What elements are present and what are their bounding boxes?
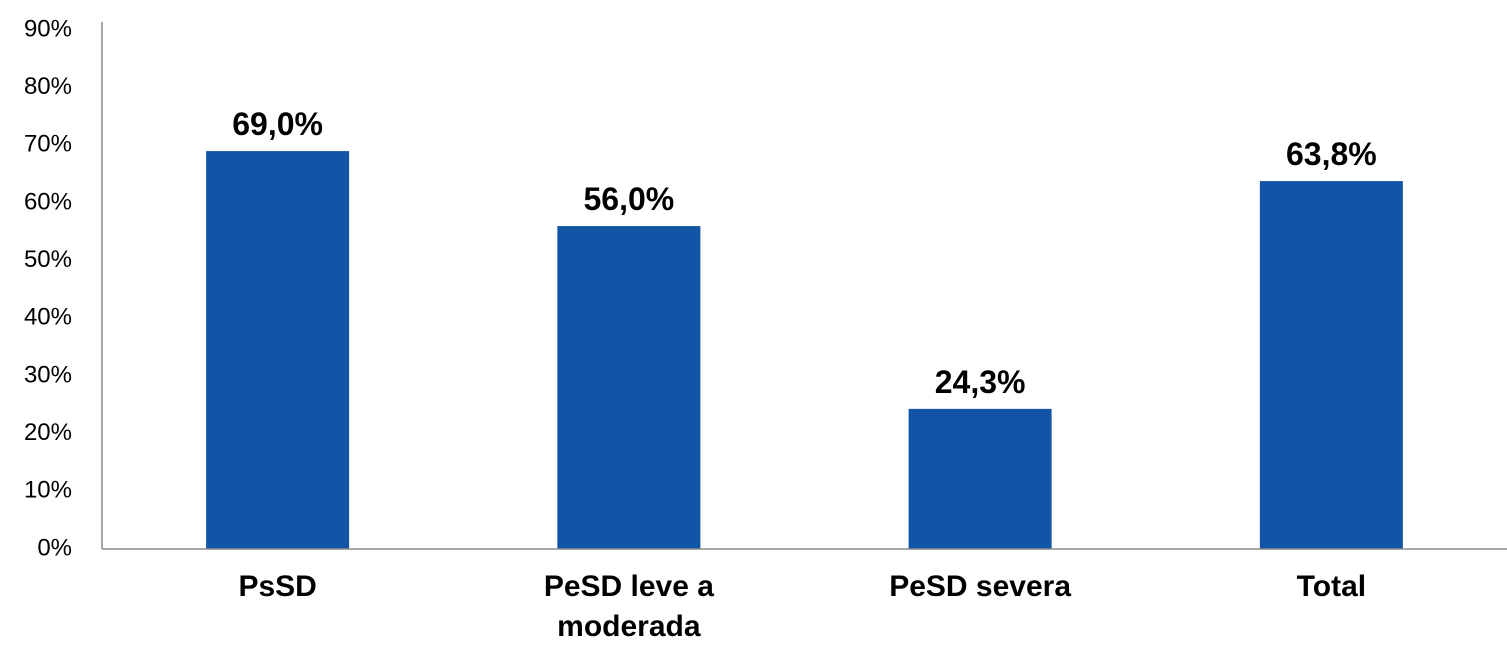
x-category-label: PsSD — [238, 570, 316, 603]
y-tick-label: 10% — [24, 477, 72, 504]
y-axis-ticks: 0% 10% 20% 30% 40% 50% 60% 70% 80% 90% — [24, 15, 72, 561]
y-tick-label: 40% — [24, 304, 72, 331]
y-tick-label: 50% — [24, 246, 72, 273]
x-category-label-line: moderada — [557, 610, 701, 643]
x-category-label-line: PeSD severa — [889, 570, 1071, 603]
x-category-label-line: PeSD leve a — [544, 570, 714, 603]
bar — [908, 408, 1052, 549]
data-labels: 69,0% 56,0% 24,3% 63,8% — [232, 106, 1376, 400]
axes — [101, 22, 1507, 550]
data-label: 63,8% — [1286, 136, 1377, 172]
y-tick-label: 30% — [24, 361, 72, 388]
x-category-label: PeSD leve a moderada — [544, 570, 714, 643]
bar — [557, 226, 701, 550]
x-category-label: PeSD severa — [889, 570, 1071, 603]
category-labels: PsSD PeSD leve a moderada PeSD severa Total — [238, 570, 1366, 643]
y-tick-label: 0% — [37, 534, 72, 561]
data-label: 69,0% — [232, 106, 323, 142]
y-tick-label: 60% — [24, 188, 72, 215]
bars — [206, 151, 1403, 550]
bar — [1259, 181, 1403, 549]
x-category-label: Total — [1297, 570, 1366, 603]
x-category-label-line: Total — [1297, 570, 1366, 603]
data-label: 24,3% — [935, 364, 1026, 400]
y-tick-label: 20% — [24, 419, 72, 446]
y-tick-label: 70% — [24, 131, 72, 158]
data-label: 56,0% — [584, 181, 675, 217]
bar — [206, 151, 350, 549]
y-tick-label: 90% — [24, 15, 72, 42]
y-tick-label: 80% — [24, 73, 72, 100]
x-category-label-line: PsSD — [238, 570, 316, 603]
